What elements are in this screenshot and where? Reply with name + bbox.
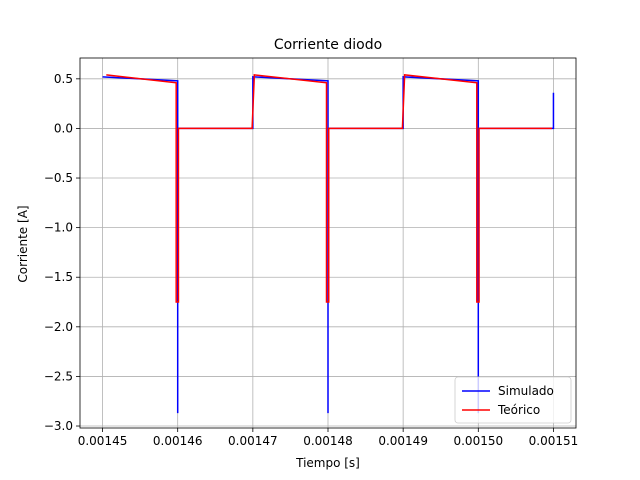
x-tick-label: 0.00147 bbox=[228, 434, 278, 448]
y-tick-label: −0.5 bbox=[44, 171, 73, 185]
y-tick-label: −1.5 bbox=[44, 270, 73, 284]
series-layer bbox=[102, 74, 555, 414]
y-tick-label: −3.0 bbox=[44, 419, 73, 433]
chart-title: Corriente diodo bbox=[274, 37, 382, 53]
legend-label-simulado: Simulado bbox=[498, 384, 554, 398]
y-tick-label: −2.5 bbox=[44, 369, 73, 383]
y-tick-label: −1.0 bbox=[44, 221, 73, 235]
x-tick-label: 0.00146 bbox=[153, 434, 203, 448]
y-axis-ticks: 0.5 0.0 −0.5 −1.0 −1.5 −2.0 −2.5 −3.0 bbox=[44, 72, 80, 433]
legend: Simulado Teórico bbox=[454, 376, 572, 424]
x-tick-label: 0.00150 bbox=[453, 434, 503, 448]
x-axis-label: Tiempo [s] bbox=[295, 456, 360, 470]
x-tick-label: 0.00151 bbox=[529, 434, 579, 448]
x-tick-label: 0.00145 bbox=[78, 434, 128, 448]
y-axis-label: Corriente [A] bbox=[16, 205, 30, 282]
series-line-teorico bbox=[106, 74, 552, 303]
x-axis-ticks: 0.00145 0.00146 0.00147 0.00148 0.00149 0.001… bbox=[78, 428, 579, 448]
y-tick-label: 0.0 bbox=[54, 121, 73, 135]
legend-label-teorico: Teórico bbox=[497, 403, 540, 417]
legend-box bbox=[454, 376, 572, 424]
y-tick-label: 0.5 bbox=[54, 72, 73, 86]
x-tick-label: 0.00149 bbox=[378, 434, 428, 448]
x-tick-label: 0.00148 bbox=[303, 434, 353, 448]
y-tick-label: −2.0 bbox=[44, 320, 73, 334]
